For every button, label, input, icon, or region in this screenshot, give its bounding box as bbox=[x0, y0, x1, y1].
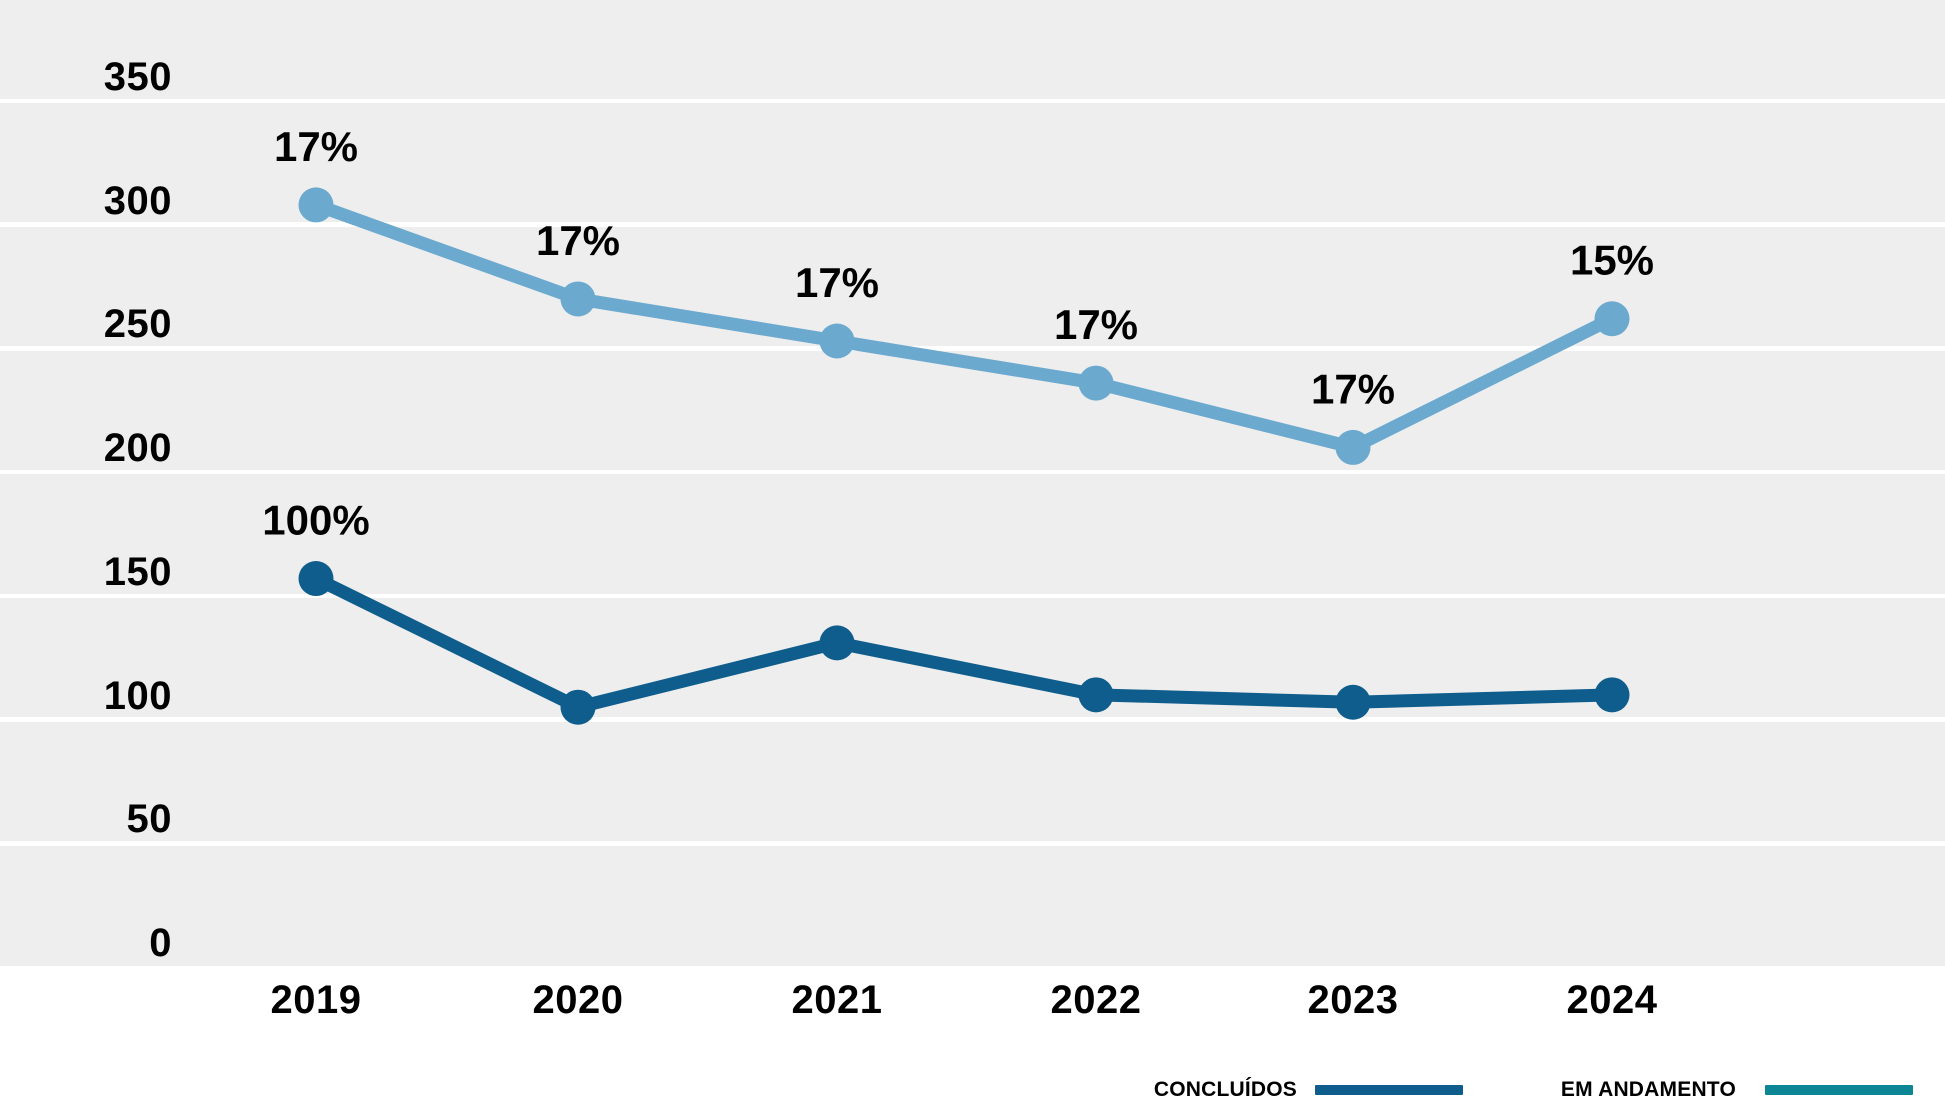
data-label-1-2022: 17% bbox=[1054, 301, 1138, 348]
x-axis-tick-2019: 2019 bbox=[270, 978, 362, 1022]
data-label-1-2023: 17% bbox=[1311, 365, 1395, 412]
chart-series-layer: 100% 17% 17% 17% 17% 17% 15% bbox=[262, 123, 1654, 725]
data-label-0-2019: 100% bbox=[262, 497, 369, 544]
y-axis-tick-0: 0 bbox=[149, 921, 172, 965]
gridline-150 bbox=[0, 593, 1945, 599]
y-axis-tick-50: 50 bbox=[126, 797, 172, 842]
data-point-1-2023 bbox=[1335, 429, 1371, 465]
gridline-50 bbox=[0, 841, 1945, 846]
plot-area: 350 300 250 200 150 100 50 0 100% 17% 17% 17% 17% 17%… bbox=[0, 0, 1945, 966]
y-axis-tick-150: 150 bbox=[103, 549, 172, 594]
x-axis-tick-2023: 2023 bbox=[1307, 978, 1399, 1022]
data-label-1-2019: 17% bbox=[274, 123, 358, 170]
y-axis-tick-200: 200 bbox=[103, 426, 172, 471]
legend-swatch-em-andamento bbox=[1765, 1085, 1913, 1095]
series-line-1 bbox=[309, 198, 1619, 454]
data-point-0-2022 bbox=[1078, 677, 1114, 713]
data-point-0-2023 bbox=[1335, 684, 1371, 720]
data-point-1-2022 bbox=[1078, 365, 1114, 401]
y-axis-tick-300: 300 bbox=[103, 178, 172, 223]
legend-label-em-andamento: EM ANDAMENTO bbox=[1560, 1078, 1736, 1101]
chart-legend: CONCLUÍDOS EM ANDAMENTO bbox=[0, 1078, 1945, 1108]
x-axis-tick-2024: 2024 bbox=[1566, 978, 1658, 1022]
data-point-1-2024 bbox=[1594, 301, 1630, 337]
gridline-350 bbox=[0, 98, 1945, 104]
data-label-1-2021: 17% bbox=[795, 259, 879, 306]
gridline-300 bbox=[0, 222, 1945, 227]
y-axis-tick-250: 250 bbox=[103, 302, 172, 347]
gridline-100 bbox=[0, 717, 1945, 722]
gridline-200 bbox=[0, 469, 1945, 475]
data-point-0-2020 bbox=[560, 689, 596, 725]
data-point-1-2021 bbox=[819, 323, 855, 359]
legend-label-concluidos: CONCLUÍDOS bbox=[1153, 1078, 1297, 1101]
data-point-0-2019 bbox=[298, 561, 334, 597]
data-label-1-2020: 17% bbox=[536, 217, 620, 264]
x-axis-tick-2021: 2021 bbox=[791, 978, 883, 1022]
x-axis-tick-2022: 2022 bbox=[1050, 978, 1142, 1022]
legend-swatch-concluidos bbox=[1315, 1085, 1463, 1095]
series-line-0 bbox=[309, 572, 1619, 714]
data-label-1-2024: 15% bbox=[1570, 237, 1654, 284]
data-point-1-2020 bbox=[560, 281, 596, 317]
data-point-0-2024 bbox=[1594, 677, 1630, 713]
y-axis-tick-100: 100 bbox=[103, 673, 172, 718]
gridline-250 bbox=[0, 346, 1945, 351]
x-axis-tick-2020: 2020 bbox=[532, 978, 624, 1022]
data-point-1-2019 bbox=[298, 187, 334, 223]
data-point-0-2021 bbox=[819, 625, 855, 661]
y-axis-tick-350: 350 bbox=[103, 54, 172, 99]
